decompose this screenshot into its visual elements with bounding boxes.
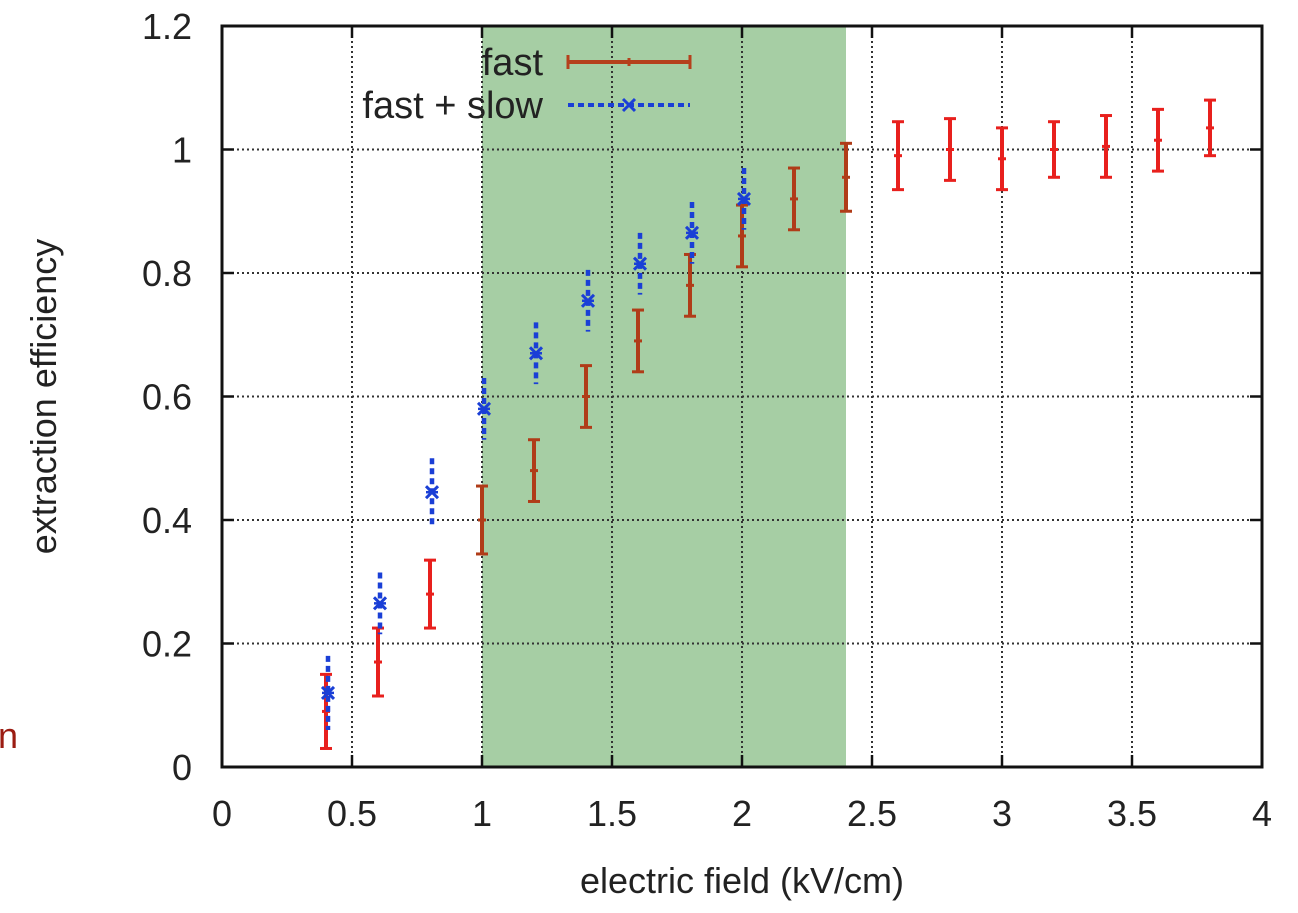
- series-fast: [320, 98, 1216, 750]
- data-point: [1204, 98, 1216, 158]
- x-tick-label: 0: [212, 793, 232, 834]
- x-tick-label: 3.5: [1107, 793, 1157, 834]
- y-axis-label: extraction efficiency: [23, 239, 64, 555]
- x-tick-label: 0.5: [327, 793, 377, 834]
- side-mark-text: n: [0, 715, 18, 756]
- data-point: [372, 626, 384, 698]
- y-tick-label: 1.2: [142, 6, 192, 47]
- legend-label-fast: fast: [482, 42, 544, 84]
- grid-layer: [222, 26, 1262, 767]
- data-point: [580, 269, 596, 332]
- y-tick-label: 0.2: [142, 624, 192, 665]
- legend-marker: [621, 97, 637, 113]
- data-point: [424, 558, 436, 630]
- y-tick-label: 1: [172, 130, 192, 171]
- x-tick-label: 4: [1252, 793, 1272, 834]
- data-point: [996, 126, 1008, 192]
- data-point: [1152, 107, 1164, 173]
- data-point: [476, 377, 492, 440]
- x-tick-label: 2.5: [847, 793, 897, 834]
- data-point: [736, 168, 752, 230]
- data-point: [1048, 120, 1060, 179]
- x-tick-labels: 0 0.5 1 1.5 2 2.5 3 3.5 4: [212, 793, 1272, 834]
- data-point: [1100, 114, 1112, 179]
- y-tick-labels: 0 0.2 0.4 0.6 0.8 1 1.2: [142, 6, 192, 788]
- data-point: [632, 232, 648, 295]
- data-point: [476, 484, 488, 556]
- y-tick-label: 0.4: [142, 500, 192, 541]
- data-point: [892, 120, 904, 192]
- data-point: [788, 166, 800, 232]
- legend-label-fast-plus-slow: fast + slow: [362, 85, 543, 127]
- data-point: [320, 655, 336, 730]
- data-point: [580, 364, 592, 429]
- series-layer: [320, 98, 1216, 750]
- data-point: [528, 438, 540, 503]
- x-tick-label: 2: [732, 793, 752, 834]
- x-tick-label: 1: [472, 793, 492, 834]
- x-tick-label: 3: [992, 793, 1012, 834]
- series-fast-plus-slow: [320, 168, 752, 730]
- y-tick-label: 0.6: [142, 377, 192, 418]
- x-axis-label: electric field (kV/cm): [580, 860, 904, 901]
- axis-ticks: [220, 24, 1264, 769]
- data-point: [424, 458, 440, 527]
- data-point: [684, 201, 700, 264]
- data-point: [944, 117, 956, 182]
- x-tick-label: 1.5: [587, 793, 637, 834]
- data-point: [528, 322, 544, 385]
- data-point: [372, 572, 388, 635]
- y-tick-label: 0.8: [142, 253, 192, 294]
- data-point: [736, 203, 748, 269]
- y-tick-label: 0: [172, 747, 192, 788]
- data-point: [632, 308, 644, 374]
- data-point: [840, 141, 852, 213]
